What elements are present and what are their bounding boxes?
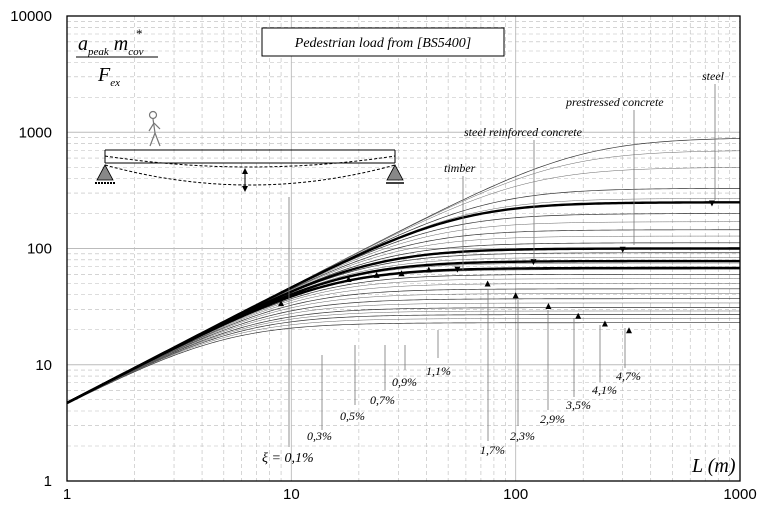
damping-curve-9 bbox=[66, 307, 740, 404]
damping-arrow-9 bbox=[575, 312, 582, 319]
material-arrow-0 bbox=[708, 200, 715, 207]
material-labels: steel prestressed concrete steel reinfor… bbox=[444, 69, 725, 270]
chart-title-box: Pedestrian load from [BS5400] bbox=[261, 27, 505, 57]
material-label-steel: steel bbox=[702, 69, 725, 83]
chart-ticks: 1 10 100 1000 1 10 100 1000 10000 bbox=[10, 8, 756, 503]
damping-arrow-0 bbox=[278, 300, 285, 307]
band-curve-13 bbox=[66, 310, 740, 404]
plot-frame bbox=[66, 15, 741, 482]
y-tick-label-3: 1000 bbox=[19, 124, 52, 141]
damping-arrow-5 bbox=[425, 266, 432, 273]
damping-curve-10 bbox=[66, 314, 740, 404]
damping-arrow-6 bbox=[484, 280, 491, 287]
y-tick-label-2: 100 bbox=[27, 241, 52, 258]
material-label-src: steel reinforced concrete bbox=[464, 125, 583, 139]
ylabel-ex: ex bbox=[110, 77, 120, 89]
y-tick-label-0: 1 bbox=[44, 473, 52, 490]
x-axis-label: L (m) bbox=[691, 455, 736, 477]
damping-label-4: 0,9% bbox=[392, 375, 417, 389]
material-arrow-1 bbox=[619, 246, 626, 253]
ylabel-peak: peak bbox=[87, 46, 110, 58]
damping-labels: ξ = 0,1% 0,3% 0,5% 0,7% 0,9% 1,1% 1,7% 2… bbox=[262, 197, 641, 466]
material-curve-3 bbox=[66, 266, 740, 405]
damping-curve-7 bbox=[66, 288, 740, 404]
ylabel-a: a bbox=[78, 33, 88, 55]
ylabel-F: F bbox=[97, 64, 111, 86]
material-label-timber: timber bbox=[444, 161, 476, 175]
damping-label-6: 1,7% bbox=[480, 443, 505, 457]
x-tick-label-0: 1 bbox=[63, 486, 71, 503]
band-curve-14 bbox=[66, 318, 740, 404]
ylabel-star: * bbox=[136, 26, 143, 41]
damping-label-10: 4,1% bbox=[592, 383, 617, 397]
damping-label-2: 0,5% bbox=[340, 409, 365, 423]
damping-arrow-10 bbox=[601, 320, 608, 327]
damping-label-5: 1,1% bbox=[426, 364, 451, 378]
damping-label-3: 0,7% bbox=[370, 393, 395, 407]
damping-curve-8 bbox=[66, 298, 740, 404]
pedestrian-icon bbox=[148, 110, 161, 147]
material-arrow-3 bbox=[454, 266, 461, 273]
damping-arrow-7 bbox=[512, 292, 519, 299]
x-tick-label-2: 100 bbox=[503, 486, 528, 503]
damping-label-0: ξ = 0,1% bbox=[262, 451, 314, 466]
material-arrow-2 bbox=[530, 259, 537, 266]
damping-label-7: 2,3% bbox=[510, 429, 535, 443]
damping-arrow-11 bbox=[625, 327, 632, 334]
ylabel-m: m bbox=[114, 33, 128, 55]
damping-label-11: 4,7% bbox=[616, 369, 641, 383]
damping-arrow-8 bbox=[545, 302, 552, 309]
damping-label-9: 3,5% bbox=[565, 398, 591, 412]
band-curve-12 bbox=[66, 302, 740, 404]
damping-label-8: 2,9% bbox=[540, 412, 565, 426]
chart-arrows bbox=[278, 200, 715, 334]
damping-label-1: 0,3% bbox=[307, 429, 332, 443]
bridge-diagram bbox=[95, 110, 404, 192]
damping-arrow-2 bbox=[345, 276, 352, 283]
y-axis-label: apeak mcov * Fex bbox=[76, 26, 158, 89]
band-curve-11 bbox=[66, 293, 740, 404]
ylabel-cov: cov bbox=[128, 46, 143, 58]
y-tick-label-1: 10 bbox=[35, 357, 52, 374]
y-tick-label-4: 10000 bbox=[10, 8, 52, 25]
chart-title: Pedestrian load from [BS5400] bbox=[294, 36, 471, 51]
material-label-prestressed: prestressed concrete bbox=[565, 95, 664, 109]
damping-arrow-4 bbox=[398, 270, 405, 277]
damping-curve-11 bbox=[66, 322, 740, 405]
chart-curves bbox=[66, 138, 741, 405]
svg-text:Fex: Fex bbox=[97, 64, 120, 89]
x-tick-label-3: 1000 bbox=[723, 486, 756, 503]
x-tick-label-1: 10 bbox=[283, 486, 300, 503]
damping-arrow-3 bbox=[373, 271, 380, 278]
